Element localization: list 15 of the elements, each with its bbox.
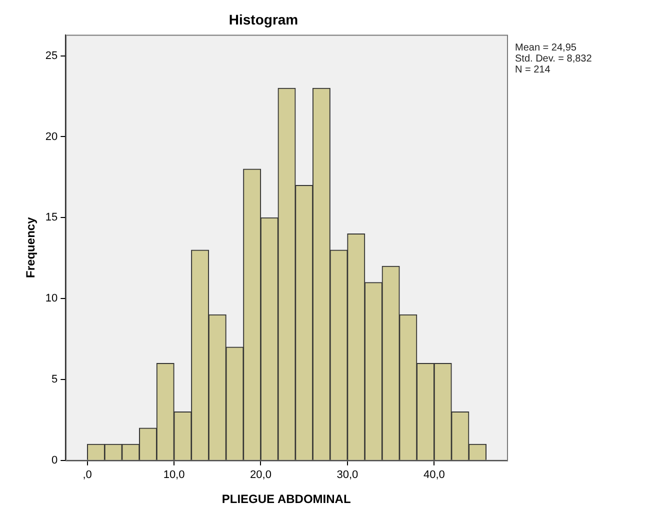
chart-title: Histogram [228, 11, 298, 28]
x-axis-title: PLIEGUE ABDOMINAL [222, 492, 351, 506]
y-axis-title: Frequency [24, 216, 38, 278]
y-tick-label: 10 [45, 292, 58, 305]
y-tick-label: 15 [45, 212, 58, 224]
text: Mean = 24,95 Std. Dev. = 8,832 N = 214 [515, 42, 592, 76]
y-tick-label: 25 [45, 50, 58, 62]
y-tick-label: 5 [52, 374, 58, 386]
x-tick-label: 40,0 [423, 469, 445, 482]
y-tick-label: 20 [45, 130, 58, 143]
x-tick-label: ,0 [82, 469, 92, 482]
y-tick-label: 0 [52, 454, 58, 466]
x-tick-label: 30,0 [336, 469, 358, 482]
x-tick-label: 20,0 [250, 469, 272, 482]
x-tick-label: 10,0 [163, 469, 185, 482]
